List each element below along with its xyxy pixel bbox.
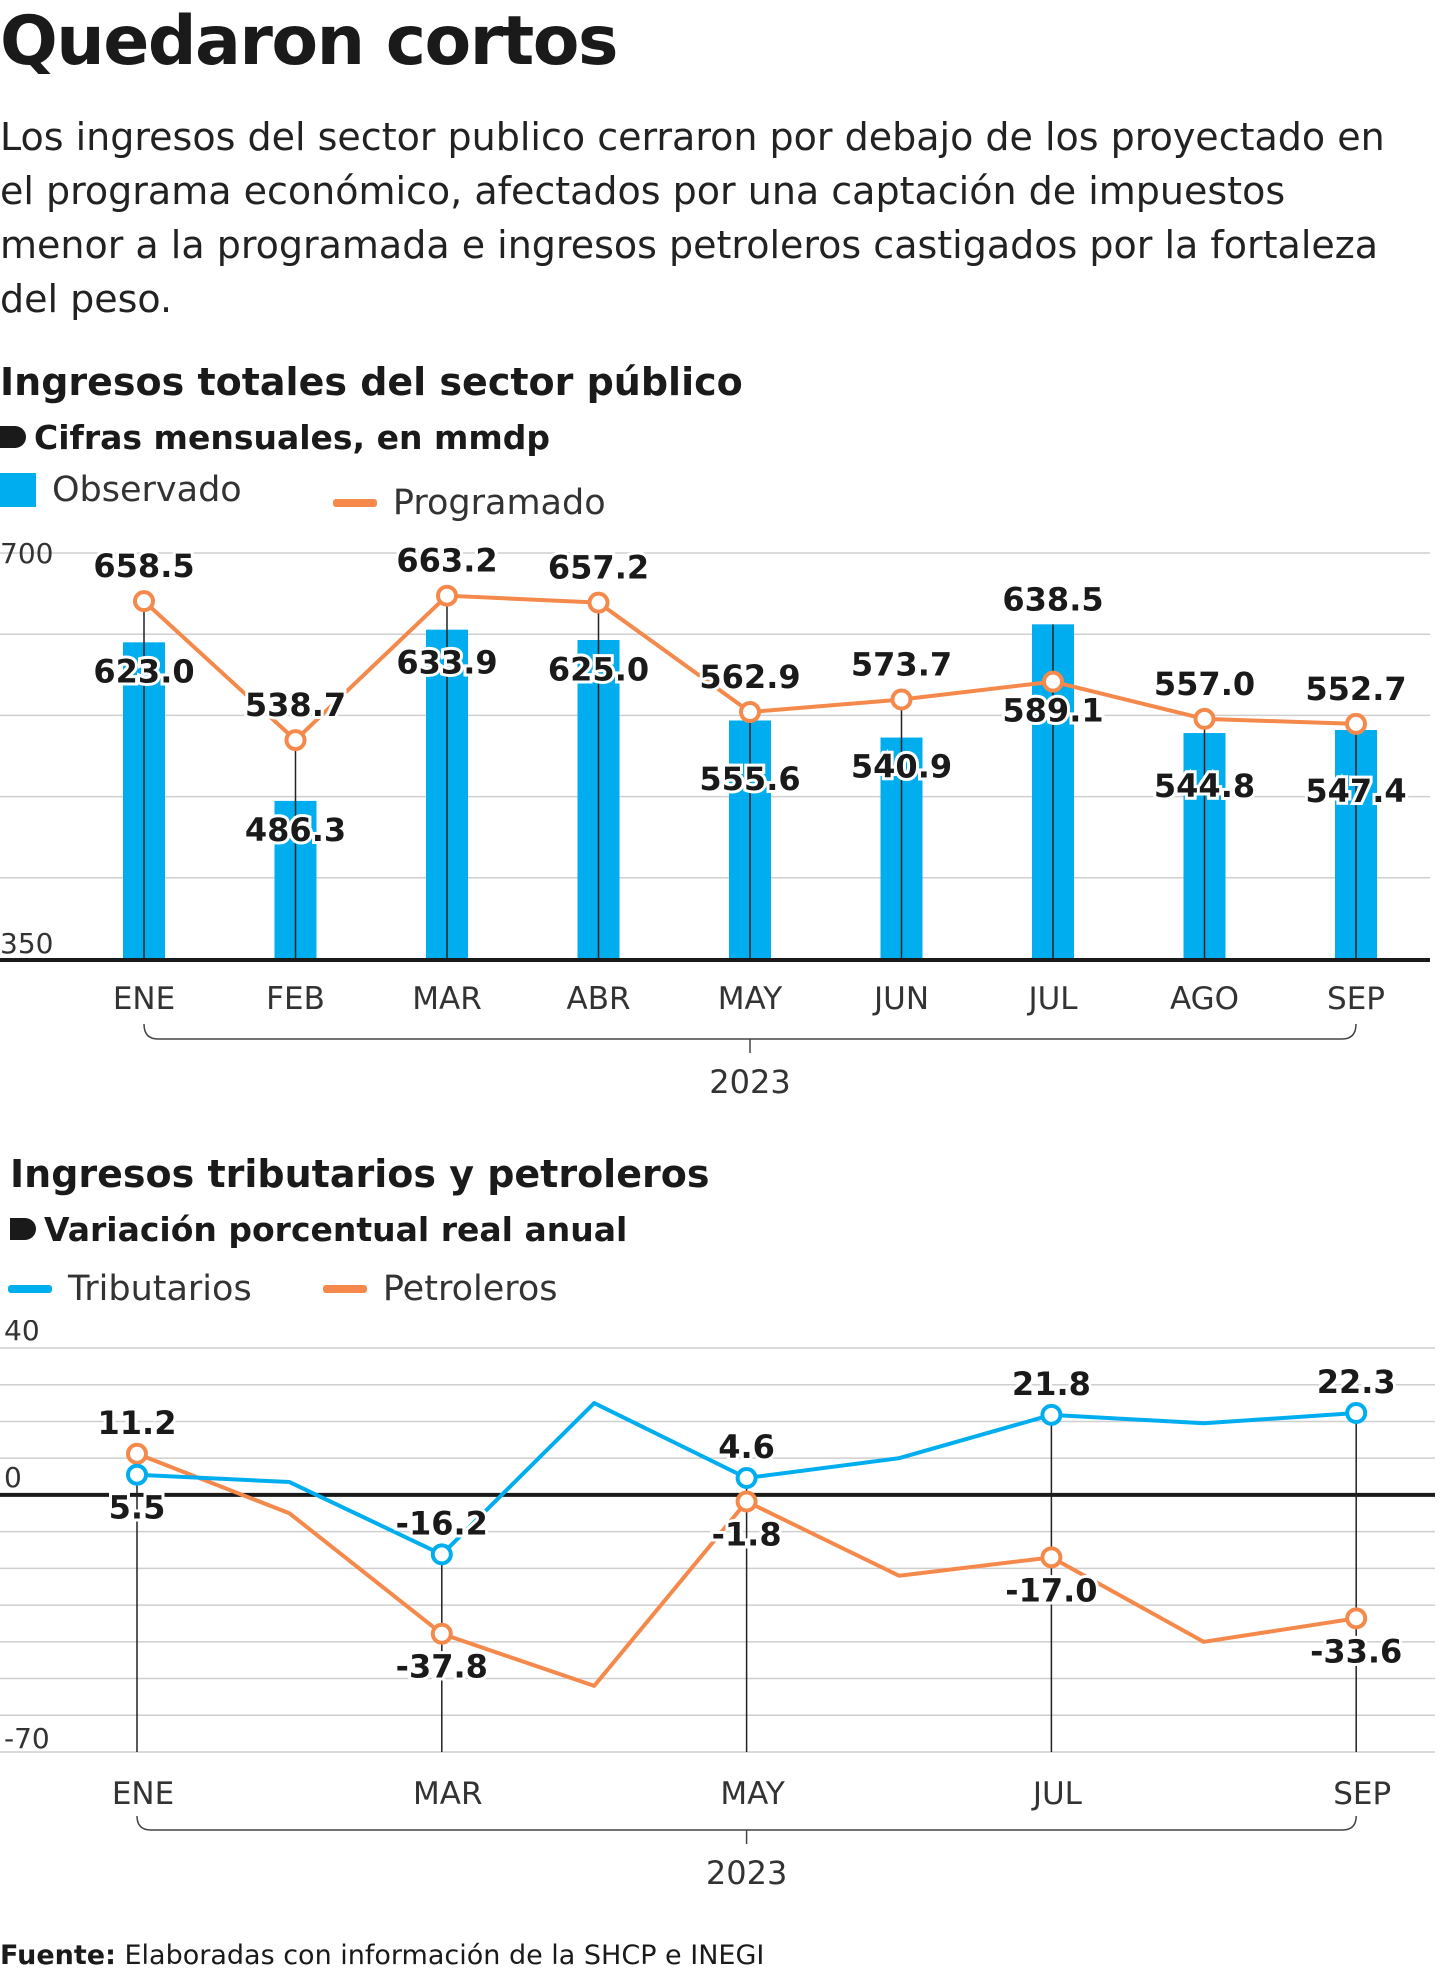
x-tick-label: JUL xyxy=(1026,981,1078,1017)
data-label-tributarios: -16.2 xyxy=(396,1504,488,1542)
year-label: 2023 xyxy=(709,1063,790,1101)
legend-label-petroleros: Petroleros xyxy=(382,1269,558,1309)
point-programado xyxy=(1042,670,1064,693)
year-label: 2023 xyxy=(706,1854,787,1892)
x-tick-label: SEP xyxy=(1327,981,1385,1017)
y-tick-label: 0 xyxy=(4,1461,22,1494)
point-petroleros xyxy=(126,1442,148,1465)
x-tick-label: MAY xyxy=(720,1776,785,1812)
data-label-programado: 552.7 xyxy=(1305,670,1406,708)
data-label-observado: 486.3 xyxy=(245,811,346,849)
x-tick-label: ABR xyxy=(566,981,630,1017)
data-label-petroleros: -33.6 xyxy=(1310,1632,1402,1670)
legend-swatch-observado xyxy=(0,473,36,507)
year-bracket xyxy=(143,1023,1357,1040)
data-label-petroleros: -17.0 xyxy=(1005,1571,1097,1609)
x-tick-label: JUN xyxy=(872,981,929,1017)
x-tick-label: ENE xyxy=(112,1776,174,1812)
legend-label-programado: Programado xyxy=(392,483,606,523)
chart1-legend: Observado Programado xyxy=(0,470,666,523)
x-tick-label: SEP xyxy=(1333,1776,1391,1812)
data-label-observado: 638.5 xyxy=(1002,580,1103,618)
data-label-petroleros: 11.2 xyxy=(98,1404,177,1442)
data-label-programado: 562.9 xyxy=(699,658,800,696)
x-tick-label: ENE xyxy=(113,981,175,1017)
data-label-programado: 657.2 xyxy=(548,549,649,587)
point-petroleros xyxy=(735,1490,758,1513)
data-label-observado: 633.9 xyxy=(396,644,497,682)
legend-item-programado: Programado xyxy=(332,483,606,523)
x-tick-label: MAY xyxy=(718,981,783,1017)
page-title: Quedaron cortos xyxy=(0,2,619,81)
source-text: Elaboradas con información de la SHCP e … xyxy=(124,1940,765,1971)
chart2-subtitle-row: Variación porcentual real anual xyxy=(10,1210,627,1249)
data-label-petroleros: -37.8 xyxy=(396,1648,488,1686)
point-programado xyxy=(890,688,913,711)
bullet-tag-icon xyxy=(0,426,26,448)
legend-label-observado: Observado xyxy=(52,470,242,510)
legend-item-tributarios: Tributarios xyxy=(8,1269,252,1309)
data-label-programado: 538.7 xyxy=(245,686,346,724)
source-label: Fuente: xyxy=(0,1940,116,1971)
point-programado xyxy=(436,584,458,607)
source-note: Fuente: Elaboradas con información de la… xyxy=(0,1940,764,1971)
point-programado xyxy=(284,729,307,752)
year-bracket xyxy=(136,1815,1357,1831)
data-label-observado: 544.8 xyxy=(1154,767,1255,805)
point-programado xyxy=(133,590,155,613)
data-label-observado: 623.0 xyxy=(93,652,194,690)
point-programado xyxy=(587,591,610,614)
chart1-plot: 700 350 658.5 623.0 538.7 486.3 663.2 633.9 657.… xyxy=(0,537,1430,1101)
data-label-observado: 547.4 xyxy=(1305,772,1406,810)
chart2-plot: 40 0 -70 5.5 11.2 -16.2 -37.8 4.6 -1.8 21.8 -17.0 2… xyxy=(0,1320,1435,1892)
point-programado xyxy=(739,701,761,724)
point-tributarios xyxy=(1040,1403,1063,1426)
y-tick-label: -70 xyxy=(4,1722,50,1755)
data-label-petroleros: -1.8 xyxy=(712,1516,782,1554)
point-petroleros xyxy=(1345,1607,1368,1630)
legend-label-tributarios: Tributarios xyxy=(68,1269,252,1309)
data-label-tributarios: 5.5 xyxy=(109,1489,166,1527)
x-tick-label: JUL xyxy=(1031,1776,1083,1812)
x-tick-label: MAR xyxy=(413,1776,483,1812)
legend-swatch-programado xyxy=(332,499,377,507)
data-label-programado: 663.2 xyxy=(396,542,497,580)
chart1-subtitle: Cifras mensuales, en mmdp xyxy=(34,418,550,457)
x-tick-label: MAR xyxy=(412,981,482,1017)
data-label-tributarios: 22.3 xyxy=(1317,1363,1396,1401)
point-petroleros xyxy=(1040,1546,1063,1569)
data-label-programado: 589.1 xyxy=(1002,692,1103,730)
chart2-subtitle: Variación porcentual real anual xyxy=(44,1210,628,1249)
legend-swatch-tributarios xyxy=(8,1285,52,1293)
chart2-legend: Tributarios Petroleros xyxy=(8,1262,618,1309)
y-tick-label: 350 xyxy=(0,927,53,960)
point-petroleros xyxy=(430,1622,453,1645)
data-label-observado: 540.9 xyxy=(851,748,952,786)
point-tributarios xyxy=(126,1463,148,1486)
data-label-observado: 625.0 xyxy=(548,651,649,689)
chart1-subtitle-row: Cifras mensuales, en mmdp xyxy=(0,418,550,457)
x-tick-label: AGO xyxy=(1170,981,1239,1017)
data-label-tributarios: 21.8 xyxy=(1012,1365,1091,1403)
data-label-programado: 557.0 xyxy=(1154,665,1255,703)
page-subtitle: Los ingresos del sector publico cerraron… xyxy=(0,115,1385,321)
legend-swatch-petroleros xyxy=(322,1285,367,1293)
chart1-title: Ingresos totales del sector público xyxy=(0,360,743,404)
point-tributarios xyxy=(735,1467,758,1490)
chart2-title: Ingresos tributarios y petroleros xyxy=(10,1152,710,1196)
x-tick-label: FEB xyxy=(266,981,325,1017)
data-label-programado: 658.5 xyxy=(93,547,194,585)
point-programado xyxy=(1345,712,1367,735)
point-programado xyxy=(1193,707,1216,730)
legend-item-petroleros: Petroleros xyxy=(322,1269,558,1309)
point-tributarios xyxy=(430,1543,453,1566)
legend-item-observado: Observado xyxy=(0,470,242,510)
bullet-tag-icon xyxy=(10,1218,36,1240)
y-tick-label: 40 xyxy=(4,1320,40,1347)
y-tick-label: 700 xyxy=(0,537,53,570)
data-label-programado: 573.7 xyxy=(851,646,952,684)
point-tributarios xyxy=(1345,1402,1368,1425)
data-label-observado: 555.6 xyxy=(699,760,800,798)
data-label-tributarios: 4.6 xyxy=(718,1428,775,1466)
